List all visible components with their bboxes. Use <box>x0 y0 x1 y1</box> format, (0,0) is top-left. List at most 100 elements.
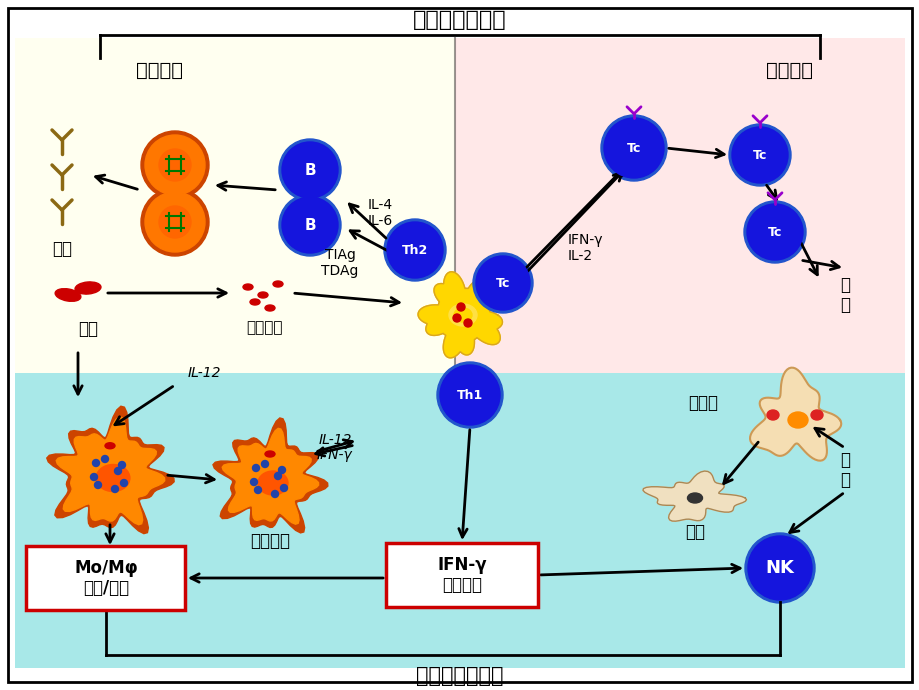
Bar <box>15 373 904 668</box>
Text: IL-12: IL-12 <box>318 433 352 447</box>
Text: IFN-γ: IFN-γ <box>316 448 352 462</box>
Text: 固有性免疫应答: 固有性免疫应答 <box>415 666 504 686</box>
Polygon shape <box>642 471 745 521</box>
Text: 细菌: 细菌 <box>78 320 98 338</box>
Ellipse shape <box>265 451 275 457</box>
Text: 抗体: 抗体 <box>52 240 72 258</box>
Ellipse shape <box>257 471 288 495</box>
Text: Tc: Tc <box>767 226 781 239</box>
Text: B: B <box>304 163 315 177</box>
Circle shape <box>95 482 101 489</box>
Text: TIAg
TDAg: TIAg TDAg <box>321 248 358 278</box>
Circle shape <box>101 455 108 462</box>
Ellipse shape <box>105 443 115 448</box>
Circle shape <box>141 188 209 256</box>
Ellipse shape <box>75 282 101 294</box>
Circle shape <box>119 462 125 469</box>
FancyBboxPatch shape <box>386 543 538 607</box>
Ellipse shape <box>788 412 807 428</box>
Circle shape <box>463 319 471 327</box>
Text: IL-4
IL-6: IL-4 IL-6 <box>368 198 392 228</box>
Text: 适应性免疫应答: 适应性免疫应答 <box>413 10 506 30</box>
Text: B: B <box>304 217 315 233</box>
Circle shape <box>439 365 499 425</box>
Circle shape <box>387 222 443 278</box>
Circle shape <box>282 197 337 253</box>
Circle shape <box>475 256 529 310</box>
Text: IFN-γ
IL-2: IFN-γ IL-2 <box>567 233 603 263</box>
Circle shape <box>145 135 205 195</box>
Circle shape <box>280 484 288 491</box>
Bar <box>455 38 904 373</box>
Text: 菌体成分: 菌体成分 <box>246 320 283 335</box>
Circle shape <box>271 491 278 497</box>
Text: Mo/Mφ
活化/趋化: Mo/Mφ 活化/趋化 <box>74 559 138 598</box>
Circle shape <box>274 473 281 480</box>
Ellipse shape <box>96 464 130 491</box>
Polygon shape <box>417 272 502 358</box>
Ellipse shape <box>273 281 283 287</box>
Bar <box>15 38 455 373</box>
Circle shape <box>93 460 99 466</box>
Circle shape <box>278 194 341 256</box>
Text: 杀
伤: 杀 伤 <box>839 451 849 489</box>
Ellipse shape <box>265 305 275 311</box>
Ellipse shape <box>257 292 267 298</box>
Circle shape <box>261 460 268 468</box>
Circle shape <box>747 536 811 600</box>
Ellipse shape <box>766 410 778 420</box>
Text: IL-12: IL-12 <box>187 366 221 380</box>
Ellipse shape <box>243 284 253 290</box>
Circle shape <box>728 124 790 186</box>
Circle shape <box>159 206 191 238</box>
Polygon shape <box>56 417 165 524</box>
Text: Th2: Th2 <box>402 244 427 257</box>
Circle shape <box>252 464 259 471</box>
Text: IFN-γ
趋化因子: IFN-γ 趋化因子 <box>437 555 486 594</box>
Circle shape <box>120 480 128 486</box>
Text: 细胞免疫: 细胞免疫 <box>766 61 812 79</box>
Ellipse shape <box>453 308 471 322</box>
Text: Th1: Th1 <box>457 388 482 402</box>
Circle shape <box>604 118 664 178</box>
Circle shape <box>600 115 666 181</box>
Text: Tc: Tc <box>752 148 766 161</box>
Circle shape <box>743 201 805 263</box>
Text: 凋亡: 凋亡 <box>685 523 704 541</box>
Ellipse shape <box>448 304 476 326</box>
Text: Tc: Tc <box>626 141 641 155</box>
Ellipse shape <box>686 493 702 503</box>
Circle shape <box>114 468 121 475</box>
Circle shape <box>282 142 337 198</box>
Polygon shape <box>749 368 840 461</box>
Ellipse shape <box>811 410 823 420</box>
Circle shape <box>383 219 446 281</box>
Polygon shape <box>47 406 174 533</box>
Polygon shape <box>222 428 318 524</box>
Circle shape <box>250 478 257 486</box>
Text: Tc: Tc <box>495 277 510 290</box>
Circle shape <box>437 362 503 428</box>
Text: 杀
伤: 杀 伤 <box>839 275 849 315</box>
Text: NK: NK <box>765 559 794 577</box>
FancyBboxPatch shape <box>26 546 185 610</box>
Circle shape <box>452 314 460 322</box>
Circle shape <box>744 533 814 603</box>
Text: 胞内杀伤: 胞内杀伤 <box>250 532 289 550</box>
Circle shape <box>255 486 261 493</box>
Circle shape <box>278 466 285 473</box>
Circle shape <box>746 204 802 260</box>
Circle shape <box>278 139 341 201</box>
Circle shape <box>111 486 119 493</box>
Circle shape <box>145 192 205 252</box>
Circle shape <box>141 131 209 199</box>
Circle shape <box>159 149 191 181</box>
Circle shape <box>472 253 532 313</box>
Polygon shape <box>212 418 327 533</box>
Ellipse shape <box>250 299 260 305</box>
Circle shape <box>732 127 788 183</box>
Ellipse shape <box>55 288 81 302</box>
Circle shape <box>90 473 97 480</box>
Text: 靶细胞: 靶细胞 <box>687 394 717 412</box>
Circle shape <box>457 303 464 311</box>
